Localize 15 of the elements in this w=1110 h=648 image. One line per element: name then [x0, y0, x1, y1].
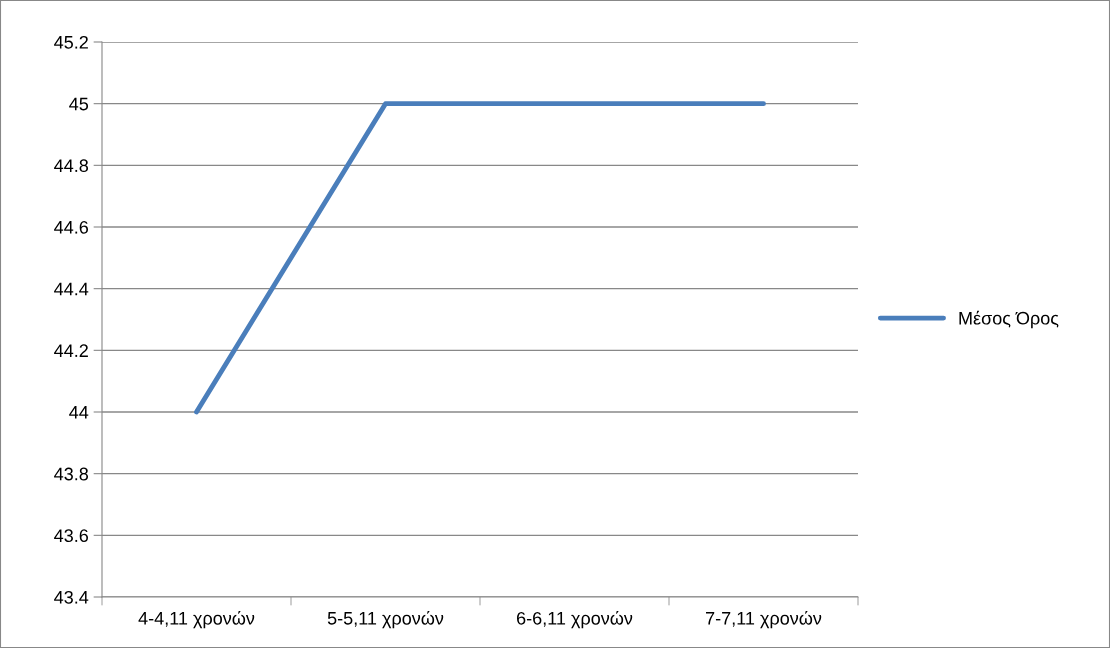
- x-tick-label: 6-6,11 χρονών: [517, 610, 633, 629]
- y-tick-label: 45.2: [54, 35, 88, 49]
- y-tick-label: 44: [69, 406, 89, 419]
- legend-label: Μέσος Όρος: [959, 310, 1059, 329]
- y-tick-label: 43.4: [54, 590, 89, 604]
- y-tick-label: 44.2: [54, 344, 88, 357]
- x-tick-label: 5-5,11 χρονών: [327, 610, 444, 629]
- x-tick-label: 7-7,11 χρονών: [706, 610, 822, 629]
- y-tick-label: 44.4: [54, 282, 89, 296]
- y-tick-label: 44.8: [54, 159, 89, 173]
- y-tick-label: 45: [69, 97, 89, 111]
- x-tick-label: 4-4,11 χρονών: [138, 610, 255, 629]
- y-tick-label: 44.6: [54, 220, 89, 234]
- y-tick-label: 43.8: [54, 467, 89, 481]
- y-tick-label: 43.6: [54, 529, 89, 543]
